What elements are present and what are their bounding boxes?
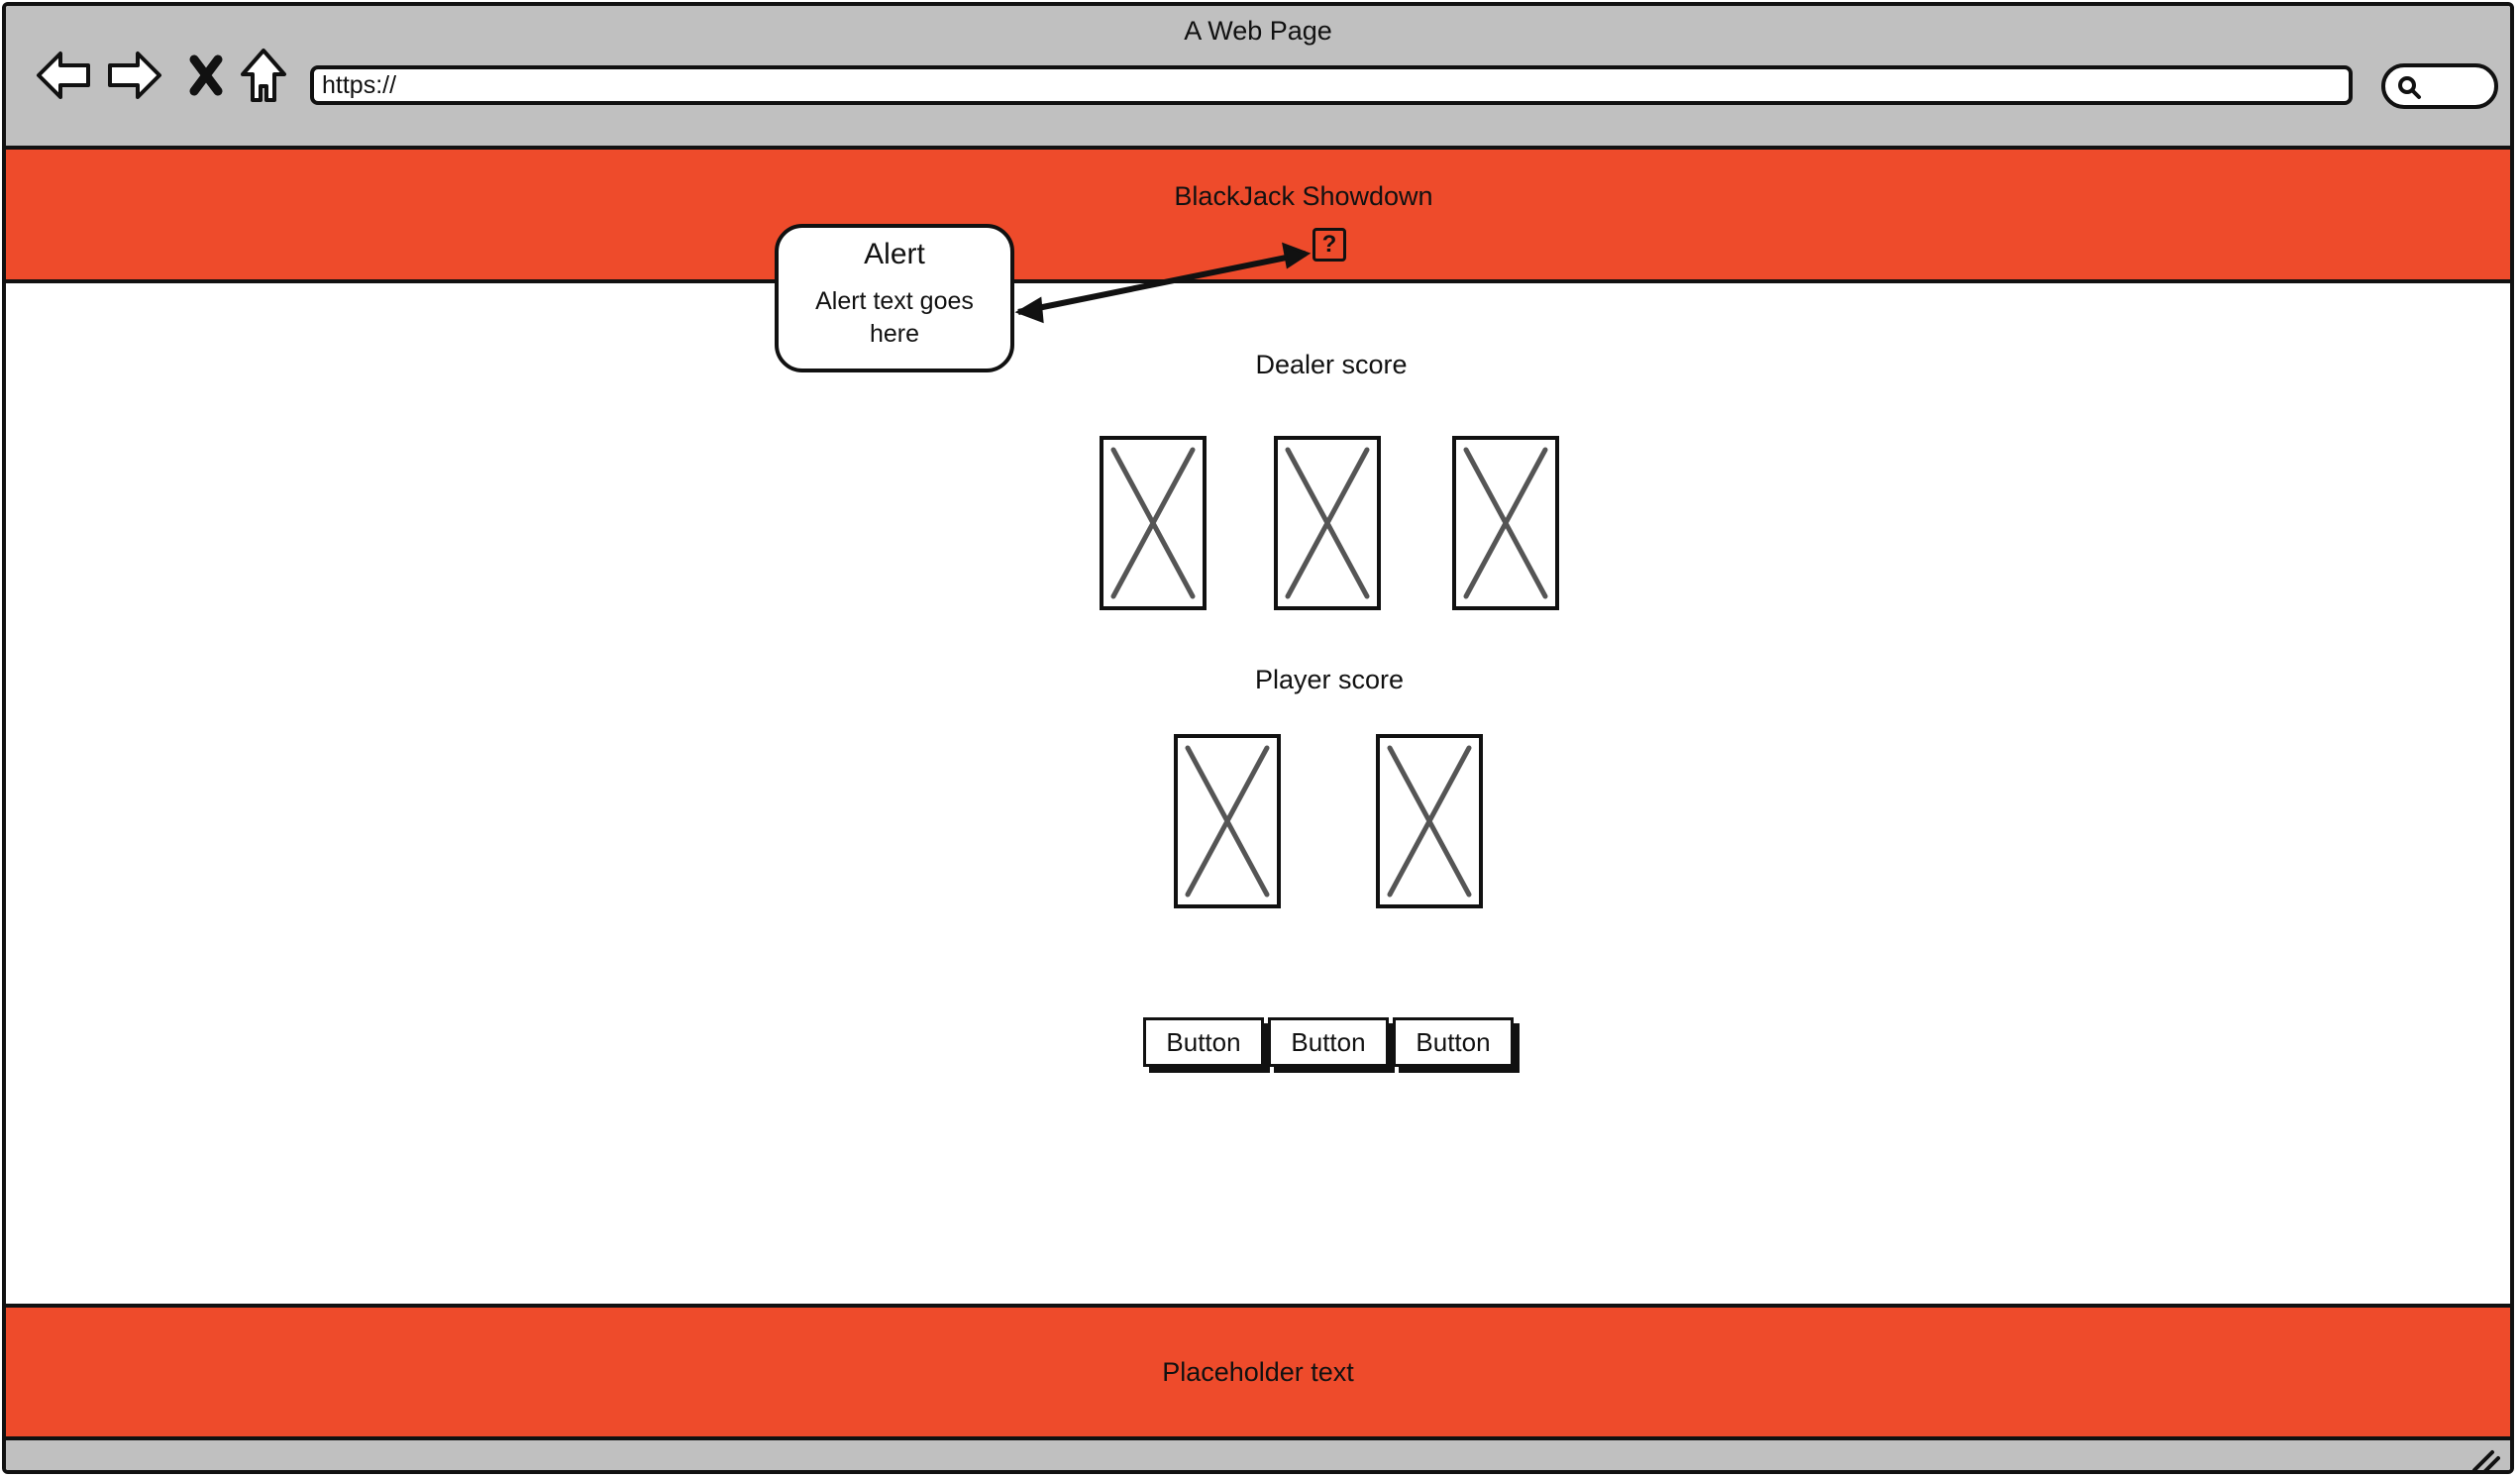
action-button-2[interactable]: Button bbox=[1268, 1017, 1389, 1067]
player-card-image bbox=[1174, 734, 1281, 908]
site-header: BlackJack Showdown ? bbox=[6, 150, 2510, 283]
player-score-label: Player score bbox=[1254, 665, 1405, 694]
alert-text: Alert text goes here bbox=[815, 287, 974, 348]
alert-title: Alert bbox=[864, 238, 925, 270]
search-icon bbox=[2398, 76, 2421, 99]
resize-grip-icon[interactable] bbox=[2470, 1446, 2500, 1474]
back-arrow-icon[interactable] bbox=[32, 44, 95, 107]
status-bar bbox=[6, 1440, 2510, 1474]
action-button-3[interactable]: Button bbox=[1393, 1017, 1514, 1067]
close-x-icon[interactable] bbox=[174, 44, 238, 107]
url-bar[interactable]: https:// bbox=[310, 65, 2353, 105]
forward-arrow-icon[interactable] bbox=[103, 44, 166, 107]
help-icon[interactable]: ? bbox=[1312, 228, 1346, 262]
action-button-1[interactable]: Button bbox=[1143, 1017, 1264, 1067]
site-footer: Placeholder text bbox=[6, 1304, 2510, 1440]
dealer-score-label: Dealer score bbox=[1255, 350, 1408, 379]
footer-text: Placeholder text bbox=[1162, 1357, 1354, 1387]
dealer-card-image bbox=[1100, 436, 1207, 610]
page-title: BlackJack Showdown bbox=[1174, 181, 1433, 211]
dealer-card-image bbox=[1274, 436, 1381, 610]
browser-chrome: A Web Page https:// bbox=[6, 6, 2510, 150]
window-title: A Web Page bbox=[1184, 16, 1332, 46]
alert-callout: Alert Alert text goes here bbox=[775, 224, 1014, 372]
dealer-card-image bbox=[1452, 436, 1559, 610]
player-card-image bbox=[1376, 734, 1483, 908]
home-icon[interactable] bbox=[232, 44, 295, 107]
search-field[interactable] bbox=[2381, 63, 2498, 109]
